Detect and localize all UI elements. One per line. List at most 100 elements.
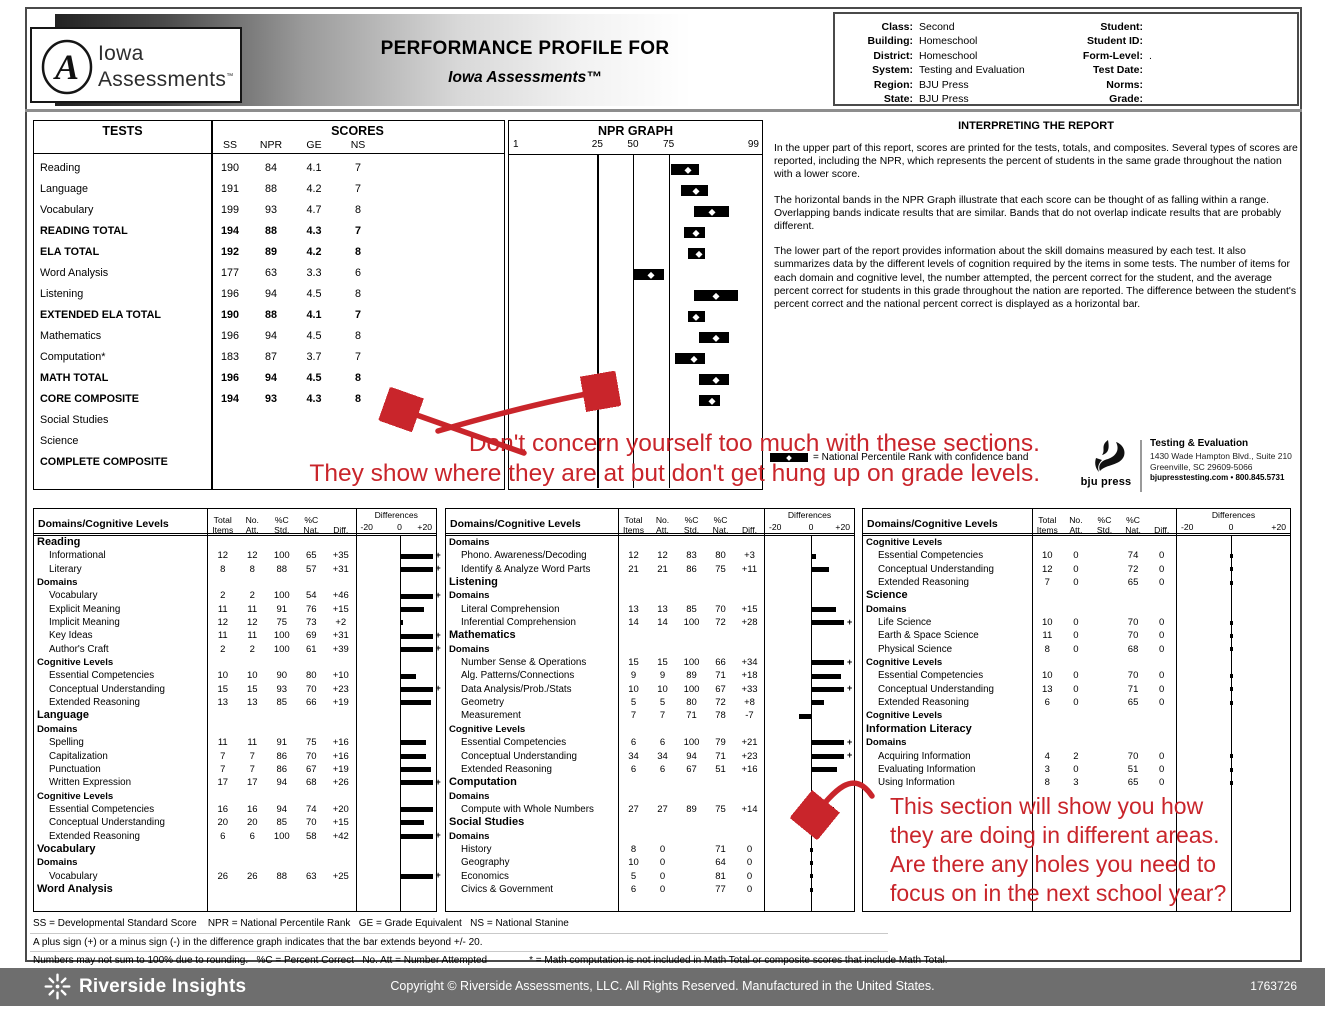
test-name: COMPLETE COMPOSITE <box>40 456 168 468</box>
stat-cell: 12 <box>246 550 258 562</box>
stat-cell: 16 <box>246 803 258 815</box>
diff-bar <box>811 553 816 559</box>
diff-bar <box>399 820 425 826</box>
stat-cell: +31 <box>332 630 349 642</box>
stat-column-header: %C Std. <box>683 515 700 535</box>
stat-cell: 6 <box>630 737 637 749</box>
stat-cell: 65 <box>1127 577 1139 589</box>
diff-cell <box>355 602 437 617</box>
stat-cell <box>1090 536 1119 549</box>
stat-cell <box>648 723 677 736</box>
diff-cell: + <box>764 656 854 670</box>
stat-cell: 0 <box>1073 763 1079 775</box>
stat-cell: 2 <box>1073 750 1079 762</box>
stat-cell: 70 <box>715 603 726 615</box>
stat-cell <box>735 643 764 656</box>
stat-cell: 6 <box>659 763 666 775</box>
domains-row-label: Information Literacy <box>863 722 1033 737</box>
stat-cell: 21 <box>657 563 668 575</box>
domains-row-label: Domains <box>446 536 619 550</box>
stat-column-header: No. Att. <box>1069 515 1083 535</box>
stat-cell: +39 <box>332 643 349 655</box>
test-name: Mathematics <box>40 330 102 342</box>
stat-cell <box>706 536 735 549</box>
footer-bar: Riverside Insights Copyright © Riverside… <box>0 968 1325 1006</box>
diff-cell: + <box>764 736 854 750</box>
report-subtitle: Iowa Assessments™ <box>448 69 602 86</box>
stat-cell: 91 <box>276 737 288 749</box>
score-ss: 192 <box>220 246 239 258</box>
diff-cell <box>764 882 854 897</box>
info-label: Region: <box>873 78 913 91</box>
diff-cell: + <box>764 749 854 764</box>
stat-cell: 10 <box>628 683 639 695</box>
domains-table-header: Domains/Cognitive Levels Total Items No. Att… <box>34 509 436 536</box>
stat-cell <box>648 776 677 789</box>
stat-cell: 78 <box>715 710 726 722</box>
diff-bar <box>399 606 425 612</box>
domains-row: Informational 12 12 100 65 +35 + <box>34 549 441 564</box>
domains-row-label: Domains <box>446 589 619 603</box>
domains-row-label: Conceptual Understanding <box>446 749 619 763</box>
stat-cell: 17 <box>217 777 229 789</box>
stat-cell: 26 <box>217 870 229 882</box>
test-row: Word Analysis 177 63 3.3 6 <box>34 263 504 284</box>
diff-cell <box>1175 776 1290 790</box>
stat-cell <box>267 883 297 896</box>
diff-overflow-sign: + <box>847 736 853 747</box>
npr-score-dot <box>693 187 700 194</box>
stat-cell: 2 <box>249 590 255 602</box>
col-ns: NS <box>350 139 366 151</box>
domains-row: Life Science 10 0 70 0 <box>863 616 1290 630</box>
diff-cell <box>355 736 437 750</box>
npr-score-dot <box>709 397 716 404</box>
diff-bar <box>399 780 433 786</box>
stat-cell <box>1090 763 1119 776</box>
npr-confidence-band <box>687 248 705 259</box>
diff-cell <box>1175 536 1290 550</box>
stat-cell: +18 <box>741 670 758 682</box>
stat-cell: 0 <box>1159 697 1165 709</box>
diff-cell <box>764 762 854 777</box>
domains-row-label: Domains <box>446 789 619 803</box>
npr-score-dot <box>712 376 720 383</box>
npr-score-dot <box>712 334 720 341</box>
tests-table-header: TESTS SCORES SS NPR GE NS <box>34 121 504 154</box>
stat-cell <box>735 816 764 829</box>
stat-cell <box>267 790 297 803</box>
diff-cell <box>764 722 854 737</box>
diff-bar <box>399 566 433 572</box>
info-row: System: Testing and Evaluation <box>841 63 1067 77</box>
stat-cell <box>677 856 706 869</box>
stat-cell: 6 <box>249 830 255 842</box>
domains-row: Vocabulary 2 2 100 54 +46 + <box>34 589 441 604</box>
info-label: Building: <box>867 35 914 48</box>
stat-cell: 8 <box>1044 777 1050 789</box>
score-ns: 8 <box>354 372 361 384</box>
domains-row: Mathematics <box>446 629 854 644</box>
diff-min-label: -20 <box>360 522 373 532</box>
domains-row-label: Literary <box>34 562 208 577</box>
domains-row: Conceptual Understanding 20 20 85 70 +15 <box>34 816 436 830</box>
stat-cell <box>1119 723 1148 736</box>
test-row: EXTENDED ELA TOTAL 190 88 4.1 7 <box>34 305 504 326</box>
stat-cell: 11 <box>247 630 258 642</box>
domains-table-filler <box>446 896 854 911</box>
domains-row-label: Number Sense & Operations <box>446 656 619 670</box>
stat-cell: 71 <box>686 710 697 722</box>
test-row: Social Studies <box>34 410 504 431</box>
diff-cell <box>1175 562 1290 577</box>
score-ns: 7 <box>354 162 361 174</box>
diff-bar <box>399 700 431 706</box>
stat-cell <box>706 629 735 642</box>
npr-confidence-band <box>675 353 705 364</box>
stat-cell: 71 <box>1127 683 1139 695</box>
stat-cell: 80 <box>715 550 726 562</box>
stat-cell: 0 <box>1159 630 1165 642</box>
stat-cell: 12 <box>628 550 639 562</box>
stat-cell: +23 <box>741 750 758 762</box>
stat-cell: +19 <box>332 763 349 775</box>
domains-table-body: Domains Phono. Awareness/Decoding 12 12 83 80… <box>446 536 854 911</box>
stat-cell <box>1062 656 1091 669</box>
